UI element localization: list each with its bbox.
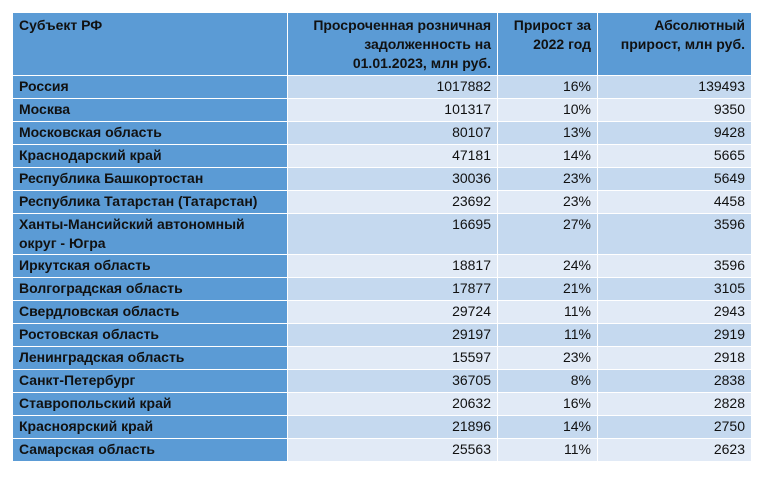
growth-pct-cell: 23% xyxy=(497,167,598,191)
debt-cell: 25563 xyxy=(287,438,498,462)
region-cell: Ростовская область xyxy=(12,323,288,347)
growth-abs-cell: 3105 xyxy=(597,277,752,301)
region-cell: Волгоградская область xyxy=(12,277,288,301)
region-cell: Республика Татарстан (Татарстан) xyxy=(12,190,288,214)
debt-cell: 20632 xyxy=(287,392,498,416)
table-row: Республика Татарстан (Татарстан) 23692 23%… xyxy=(12,190,752,214)
growth-pct-cell: 24% xyxy=(497,254,598,278)
table-row: Краснодарский край 47181 14% 5665 xyxy=(12,144,752,168)
growth-pct-cell: 8% xyxy=(497,369,598,393)
debt-cell: 16695 xyxy=(287,213,498,255)
debt-cell: 29197 xyxy=(287,323,498,347)
growth-abs-cell: 2943 xyxy=(597,300,752,324)
region-cell: Ханты-Мансийский автономный округ - Югра xyxy=(12,213,288,255)
growth-abs-cell: 2919 xyxy=(597,323,752,347)
growth-pct-cell: 10% xyxy=(497,98,598,122)
debt-cell: 101317 xyxy=(287,98,498,122)
debt-cell: 23692 xyxy=(287,190,498,214)
debt-cell: 47181 xyxy=(287,144,498,168)
table-row: Самарская область 25563 11% 2623 xyxy=(12,438,752,462)
region-cell: Москва xyxy=(12,98,288,122)
debt-cell: 15597 xyxy=(287,346,498,370)
growth-abs-cell: 3596 xyxy=(597,213,752,255)
region-cell: Красноярский край xyxy=(12,415,288,439)
table-row: Свердловская область 29724 11% 2943 xyxy=(12,300,752,324)
debt-cell: 1017882 xyxy=(287,75,498,99)
growth-pct-cell: 27% xyxy=(497,213,598,255)
growth-abs-cell: 2838 xyxy=(597,369,752,393)
growth-abs-cell: 2918 xyxy=(597,346,752,370)
debt-cell: 80107 xyxy=(287,121,498,145)
growth-pct-cell: 16% xyxy=(497,75,598,99)
growth-pct-cell: 14% xyxy=(497,144,598,168)
header-row: Субъект РФ Просроченная розничная задолж… xyxy=(12,12,752,76)
table-row: Москва 101317 10% 9350 xyxy=(12,98,752,122)
table-row: Санкт-Петербург 36705 8% 2838 xyxy=(12,369,752,393)
table-row: Волгоградская область 17877 21% 3105 xyxy=(12,277,752,301)
region-cell: Московская область xyxy=(12,121,288,145)
growth-pct-cell: 13% xyxy=(497,121,598,145)
growth-abs-cell: 2828 xyxy=(597,392,752,416)
debt-cell: 29724 xyxy=(287,300,498,324)
debt-cell: 17877 xyxy=(287,277,498,301)
header-growth-pct: Прирост за 2022 год xyxy=(497,12,598,76)
header-debt: Просроченная розничная задолженность на … xyxy=(287,12,498,76)
debt-cell: 36705 xyxy=(287,369,498,393)
growth-pct-cell: 11% xyxy=(497,300,598,324)
growth-pct-cell: 11% xyxy=(497,323,598,347)
growth-abs-cell: 5649 xyxy=(597,167,752,191)
growth-abs-cell: 9350 xyxy=(597,98,752,122)
region-cell: Краснодарский край xyxy=(12,144,288,168)
debt-cell: 18817 xyxy=(287,254,498,278)
header-growth-abs: Абсолютный прирост, млн руб. xyxy=(597,12,752,76)
region-cell: Санкт-Петербург xyxy=(12,369,288,393)
growth-pct-cell: 23% xyxy=(497,346,598,370)
region-cell: Самарская область xyxy=(12,438,288,462)
growth-abs-cell: 4458 xyxy=(597,190,752,214)
growth-abs-cell: 139493 xyxy=(597,75,752,99)
table-row: Ростовская область 29197 11% 2919 xyxy=(12,323,752,347)
growth-pct-cell: 16% xyxy=(497,392,598,416)
region-cell: Ленинградская область xyxy=(12,346,288,370)
regional-debt-table: Субъект РФ Просроченная розничная задолж… xyxy=(12,12,752,462)
growth-abs-cell: 5665 xyxy=(597,144,752,168)
growth-abs-cell: 3596 xyxy=(597,254,752,278)
growth-pct-cell: 11% xyxy=(497,438,598,462)
table-row: Иркутская область 18817 24% 3596 xyxy=(12,254,752,278)
table-row: Московская область 80107 13% 9428 xyxy=(12,121,752,145)
growth-abs-cell: 2750 xyxy=(597,415,752,439)
debt-cell: 30036 xyxy=(287,167,498,191)
region-cell: Россия xyxy=(12,75,288,99)
table-row: Ставропольский край 20632 16% 2828 xyxy=(12,392,752,416)
region-cell: Республика Башкортостан xyxy=(12,167,288,191)
growth-pct-cell: 14% xyxy=(497,415,598,439)
table-row: Ханты-Мансийский автономный округ - Югра… xyxy=(12,213,752,255)
growth-abs-cell: 9428 xyxy=(597,121,752,145)
region-cell: Ставропольский край xyxy=(12,392,288,416)
table-row: Красноярский край 21896 14% 2750 xyxy=(12,415,752,439)
growth-abs-cell: 2623 xyxy=(597,438,752,462)
header-region: Субъект РФ xyxy=(12,12,288,76)
table-row: Россия 1017882 16% 139493 xyxy=(12,75,752,99)
growth-pct-cell: 21% xyxy=(497,277,598,301)
table-row: Республика Башкортостан 30036 23% 5649 xyxy=(12,167,752,191)
region-cell: Иркутская область xyxy=(12,254,288,278)
region-cell: Свердловская область xyxy=(12,300,288,324)
debt-cell: 21896 xyxy=(287,415,498,439)
table-row: Ленинградская область 15597 23% 2918 xyxy=(12,346,752,370)
growth-pct-cell: 23% xyxy=(497,190,598,214)
